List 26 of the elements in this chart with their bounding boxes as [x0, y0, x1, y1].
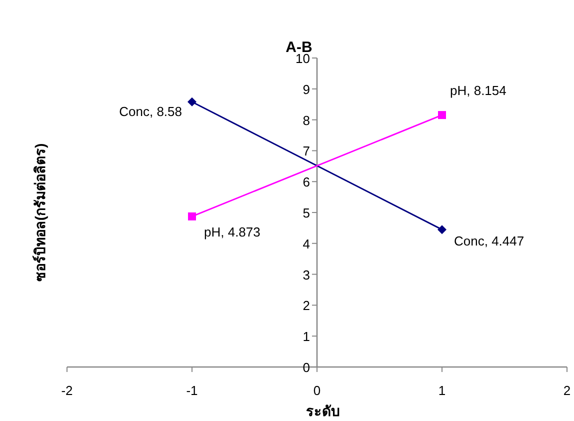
y-axis-title: ซอร์บิทอล(กรัมต่อลิตร)	[32, 143, 48, 282]
y-tick-label: 1	[302, 329, 310, 344]
y-tick-label: 5	[302, 206, 310, 220]
x-tick-label: 0	[313, 383, 321, 398]
data-label: pH, 4.873	[204, 224, 260, 240]
x-tick-label: 2	[563, 383, 571, 398]
data-label: pH, 8.154	[450, 83, 506, 98]
x-tick-label: 1	[438, 383, 446, 398]
y-tick-label: 0	[302, 360, 310, 375]
point	[438, 225, 446, 234]
point	[188, 212, 196, 220]
y-tick-label: 10	[296, 51, 310, 66]
y-tick-label: 8	[302, 112, 310, 128]
x-tick-label: -2	[61, 383, 73, 398]
data-label: Conc, 8.58	[119, 104, 182, 119]
data-label: Conc, 4.447	[454, 234, 524, 249]
y-tick-label: 7	[302, 144, 310, 159]
y-tick-label: 3	[302, 267, 310, 282]
x-tick-label: -1	[186, 383, 198, 398]
y-tick-label: 9	[302, 82, 310, 97]
point	[188, 97, 196, 106]
y-tick-label: 6	[302, 174, 310, 190]
point	[438, 111, 446, 120]
x-axis-title: ระดับ	[306, 403, 340, 419]
y-tick-label: 4	[302, 236, 310, 252]
y-tick-label: 2	[302, 298, 310, 314]
